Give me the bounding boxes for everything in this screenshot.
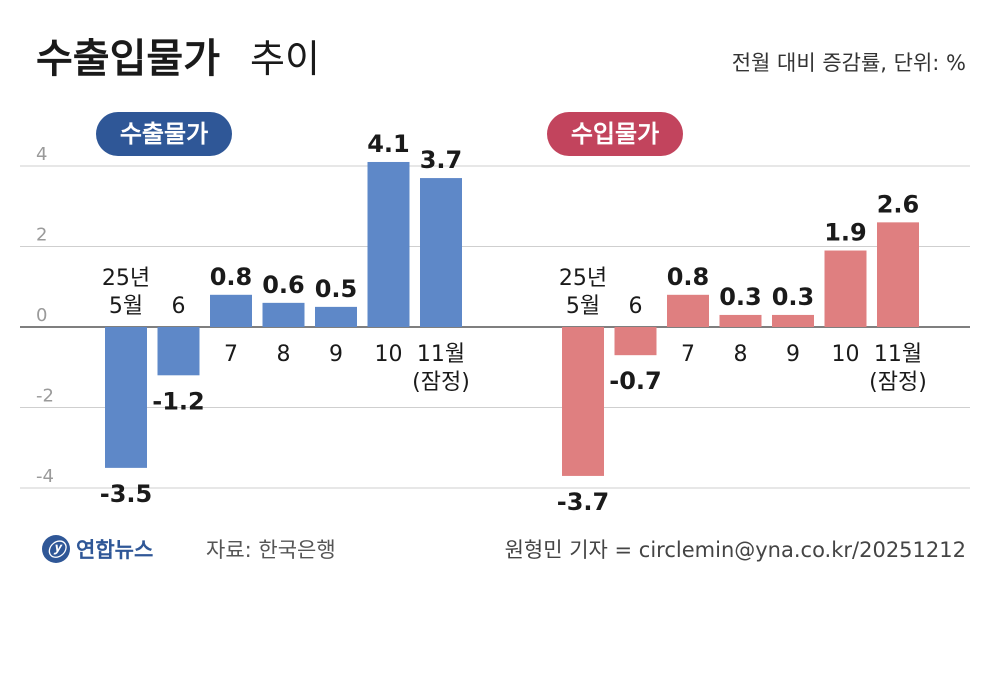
export-category-label: 10 <box>375 342 403 367</box>
export-bar <box>367 161 410 327</box>
import-value-label: 2.6 <box>877 190 920 218</box>
export-badge-label: 수출물가 <box>120 120 208 148</box>
export-category-label: 7 <box>224 342 238 367</box>
export-badge-bg <box>96 112 232 156</box>
logo-text: 연합뉴스 <box>76 538 153 562</box>
export-category-label: 11월 <box>417 342 465 367</box>
category-labels: 25년 5월 6 7 8 9 10 11월 (잠정) 25년 5월 6 7 8 9 10 11월 (잠정) <box>102 266 927 395</box>
export-bar <box>315 306 357 327</box>
import-value-label: 0.8 <box>667 263 710 291</box>
import-category-label: 5월 <box>566 294 600 319</box>
export-category-label: (잠정) <box>412 370 470 395</box>
import-bar <box>877 222 919 327</box>
import-category-label: 9 <box>786 342 800 367</box>
y-tick-label: -4 <box>36 466 54 487</box>
export-bar <box>262 302 305 327</box>
export-value-label: 3.7 <box>420 146 463 174</box>
credit-text: 원형민 기자 = circlemin@yna.co.kr/20251212 <box>505 538 966 562</box>
source-text: 자료: 한국은행 <box>206 538 336 562</box>
import-bar <box>614 327 657 356</box>
yonhap-logo: ⓨ 연합뉴스 <box>42 535 153 563</box>
export-value-label: 0.5 <box>315 275 358 303</box>
import-category-label: 25년 <box>559 266 607 291</box>
import-value-label: 0.3 <box>772 283 815 311</box>
export-bar <box>210 294 252 327</box>
export-value-label: 4.1 <box>367 130 410 158</box>
import-value-label: 1.9 <box>824 219 867 247</box>
y-tick-label: 2 <box>36 225 47 246</box>
export-badge: 수출물가 <box>96 112 232 156</box>
export-bar <box>157 327 200 376</box>
logo-mark-glyph: ⓨ <box>47 540 68 561</box>
y-tick-label: -2 <box>36 386 54 407</box>
import-value-label: 0.3 <box>719 283 762 311</box>
export-category-label: 6 <box>172 294 186 319</box>
import-badge: 수입물가 <box>547 112 683 156</box>
export-category-label: 5월 <box>109 294 143 319</box>
logo-mark-icon <box>42 535 70 563</box>
import-bar <box>667 294 709 327</box>
y-tick-labels: 4 2 0 -2 -4 <box>36 144 54 487</box>
export-bar <box>105 327 147 468</box>
value-labels: -3.5 -1.2 0.8 0.6 0.5 4.1 3.7 -3.7 -0.7 0.8 0.3 0.3… <box>100 130 920 516</box>
export-value-label: 0.6 <box>262 271 305 299</box>
bars <box>105 161 919 476</box>
chart-title: 수출입물가 <box>36 36 220 82</box>
export-value-label: -3.5 <box>100 480 152 508</box>
import-category-label: 7 <box>681 342 695 367</box>
import-category-label: 8 <box>734 342 748 367</box>
import-value-label: -0.7 <box>609 367 661 395</box>
export-value-label: -1.2 <box>152 387 204 415</box>
import-value-label: -3.7 <box>557 488 609 516</box>
import-bar <box>719 314 762 327</box>
import-badge-bg <box>547 112 683 156</box>
import-bar <box>562 327 604 476</box>
y-tick-label: 4 <box>36 144 47 165</box>
import-category-label: 11월 <box>874 342 922 367</box>
export-bar <box>420 178 462 327</box>
export-category-label: 9 <box>329 342 343 367</box>
import-category-label: 10 <box>832 342 860 367</box>
export-value-label: 0.8 <box>210 263 253 291</box>
import-badge-label: 수입물가 <box>571 120 659 148</box>
chart-title-suffix: 추이 <box>250 37 320 81</box>
import-category-label: 6 <box>629 294 643 319</box>
export-category-label: 8 <box>277 342 291 367</box>
import-bar <box>824 250 867 327</box>
import-category-label: (잠정) <box>869 370 927 395</box>
import-bar <box>772 314 814 327</box>
unit-note: 전월 대비 증감률, 단위: % <box>732 51 966 75</box>
export-category-label: 25년 <box>102 266 150 291</box>
y-tick-label: 0 <box>36 305 47 326</box>
